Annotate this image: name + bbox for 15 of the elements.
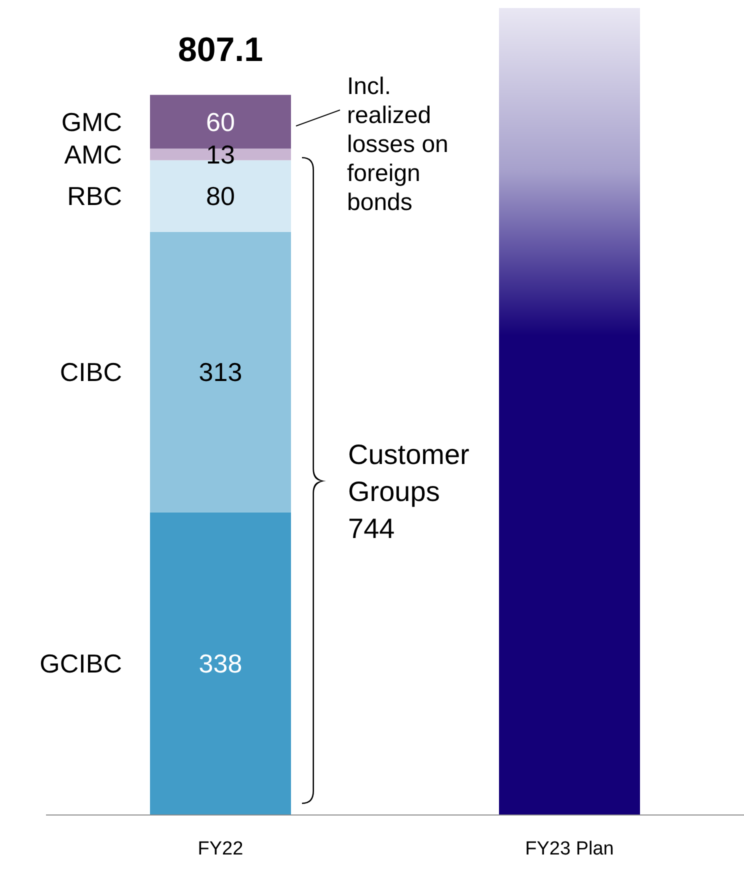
- annotation: Customer Groups 744: [348, 438, 470, 546]
- x-tick-label: FY23 Plan: [525, 838, 614, 860]
- series-label: CIBC: [60, 357, 122, 388]
- series-label: AMC: [64, 139, 122, 170]
- series-label: RBC: [67, 181, 122, 212]
- series-label: GMC: [61, 106, 122, 137]
- data-label: 13: [206, 139, 235, 170]
- data-label: 313: [198, 357, 242, 388]
- data-label: 80: [206, 181, 235, 212]
- data-label: 338: [198, 648, 242, 679]
- annotation: 807.1: [178, 30, 264, 69]
- x-tick-label: FY22: [198, 838, 244, 860]
- series-label: GCIBC: [40, 648, 122, 679]
- data-label: 60: [206, 106, 235, 137]
- annotation: Incl. realized losses on foreign bonds: [347, 72, 448, 217]
